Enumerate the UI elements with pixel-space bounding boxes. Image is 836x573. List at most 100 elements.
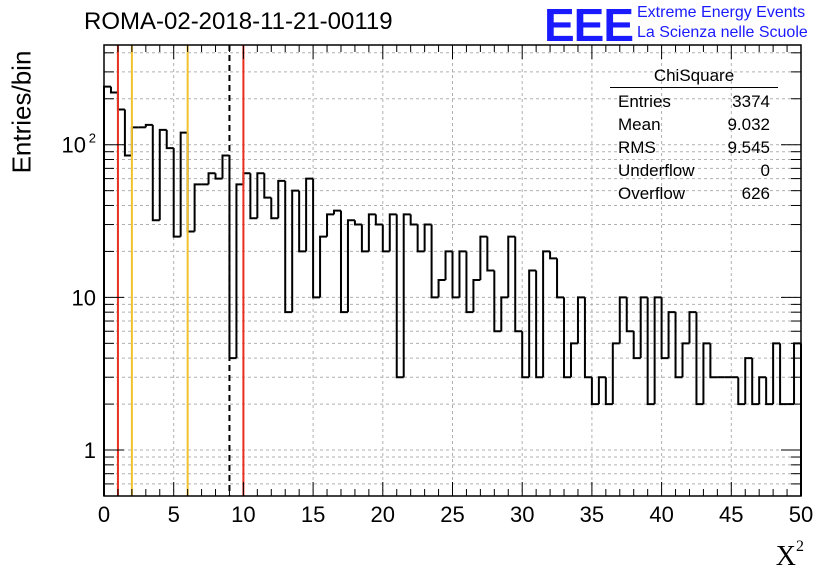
grid-lines	[104, 45, 801, 496]
histogram-bin	[737, 377, 746, 406]
histogram-bin	[298, 190, 307, 253]
x-tick-label: 45	[719, 502, 743, 527]
histogram-bin	[416, 224, 425, 253]
histogram-bin	[500, 296, 509, 332]
histogram-bin	[521, 331, 530, 379]
x-tick-label: 5	[168, 502, 180, 527]
histogram-bin	[367, 213, 376, 252]
histogram-bin	[549, 251, 558, 260]
y-tick-label: 10	[62, 133, 86, 158]
stats-value: 0	[760, 161, 770, 180]
histogram-bin	[611, 342, 620, 405]
histogram-bin	[528, 269, 537, 378]
x-tick-label: 40	[649, 502, 673, 527]
histogram-bin	[576, 296, 585, 344]
histogram-bin	[660, 297, 669, 360]
histogram-bin	[514, 236, 523, 333]
histogram-bin	[172, 148, 181, 238]
histogram-bin	[305, 177, 314, 252]
x-axis-label: X2	[776, 538, 804, 573]
histogram-bin	[646, 297, 655, 406]
histogram-bin	[360, 224, 369, 253]
stats-box: ChiSquare Entries 3374 Mean 9.032 RMS 9.545…	[610, 66, 778, 205]
histogram-bin	[604, 377, 613, 406]
histogram-bin	[465, 251, 474, 314]
histogram-bin	[186, 132, 195, 233]
stats-label: Entries	[618, 92, 671, 111]
stats-label: Underflow	[618, 161, 695, 180]
histogram-bin	[556, 258, 565, 299]
x-axis-label-text: X	[775, 541, 796, 572]
histogram-bin	[346, 219, 355, 313]
y-tick-label: 1	[84, 438, 96, 463]
histogram-bin	[326, 213, 335, 237]
histogram-bin	[319, 235, 328, 298]
histogram-bin	[291, 189, 300, 313]
x-axis-label-sup: 2	[796, 538, 804, 555]
histogram-bin	[179, 131, 188, 237]
histogram-bin	[493, 270, 502, 333]
histogram-bin	[263, 173, 272, 199]
histogram-bin	[437, 278, 446, 298]
eee-logo: EEE	[544, 2, 634, 48]
histogram-bin	[430, 224, 439, 299]
histogram-bin	[312, 178, 321, 299]
histogram-bin	[695, 312, 704, 406]
histogram-bin	[618, 296, 627, 344]
histogram-bin	[444, 250, 453, 280]
histogram-bin	[423, 223, 432, 252]
histogram-bin	[765, 377, 774, 406]
histogram-bin	[256, 172, 265, 219]
stats-label: RMS	[618, 138, 656, 157]
stats-row: Entries 3374	[610, 90, 778, 113]
x-tick-label: 20	[371, 502, 395, 527]
chart-title: ROMA-02-2018-11-21-00119	[84, 8, 393, 35]
histogram-bin	[793, 342, 801, 405]
histogram-bin	[388, 213, 397, 252]
histogram-bin	[507, 235, 516, 298]
histogram-bin	[333, 209, 341, 215]
histogram-bin	[395, 214, 404, 379]
x-tick-label: 30	[510, 502, 534, 527]
stats-value: 3374	[732, 92, 770, 111]
stats-value: 9.032	[727, 115, 770, 134]
histogram-bin	[744, 357, 753, 405]
histogram-bin	[542, 250, 551, 378]
histogram-bin	[569, 342, 578, 378]
x-tick-label: 50	[789, 502, 813, 527]
x-tick-label: 10	[231, 502, 255, 527]
histogram-bin	[165, 129, 174, 150]
stats-label: Overflow	[618, 184, 686, 203]
y-axis-label: Entries/bin	[6, 50, 37, 174]
histogram-bin	[681, 342, 690, 378]
histogram-bin	[667, 311, 676, 359]
histogram-bin	[458, 250, 467, 298]
histogram-bin	[193, 183, 202, 232]
x-tick-label: 25	[440, 502, 464, 527]
histogram-bin	[249, 173, 258, 220]
histogram-bin	[590, 377, 599, 406]
logo-line-2: La Scienza nelle Scuole	[637, 24, 808, 41]
histogram-bin	[772, 342, 781, 405]
stats-row: Overflow 626	[610, 182, 778, 205]
stats-row: Underflow 0	[610, 159, 778, 182]
histogram-bin	[207, 172, 216, 185]
histogram-bin	[374, 214, 383, 226]
histogram-bin	[674, 312, 683, 379]
stats-title: ChiSquare	[610, 66, 778, 88]
histogram-bin	[639, 296, 648, 359]
histogram-bin	[688, 311, 697, 344]
axis-ticks	[103, 45, 802, 497]
x-tick-label: 15	[301, 502, 325, 527]
histogram-bin	[583, 297, 592, 379]
histogram-bin	[353, 220, 362, 226]
histogram-bin	[479, 235, 488, 280]
stats-row: Mean 9.032	[610, 113, 778, 136]
histogram-bin	[144, 123, 153, 128]
histogram-bin	[702, 342, 711, 405]
histogram-bin	[214, 173, 223, 180]
histogram-bin	[277, 179, 286, 219]
histogram-bin	[563, 297, 571, 379]
histogram-bin	[535, 270, 544, 379]
